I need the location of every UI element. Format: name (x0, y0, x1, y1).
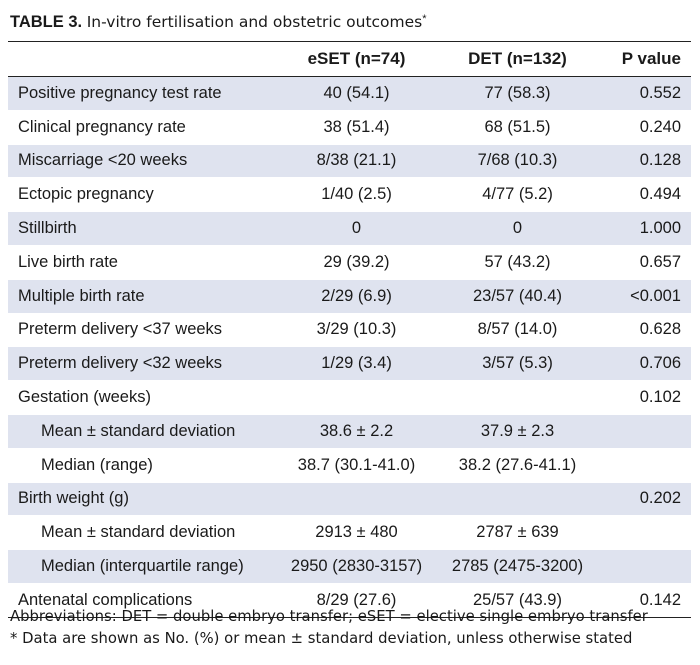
cell-det (434, 380, 601, 415)
table-row: Preterm delivery <32 weeks 1/29 (3.4) 3/57… (8, 346, 691, 382)
cell-det: 38.2 (27.6-41.1) (434, 448, 601, 483)
caption-footnote-marker: * (422, 13, 427, 25)
table-row: Preterm delivery <37 weeks 3/29 (10.3) 8/5… (8, 313, 691, 348)
table-row: Positive pregnancy test rate 40 (54.1) 77 … (8, 76, 691, 111)
table-header-row: eSET (n=74) DET (n=132) P value (8, 41, 691, 77)
row-label: Mean ± standard deviation (8, 515, 279, 551)
cell-eset: 8/29 (27.6) (279, 583, 434, 618)
row-label: Multiple birth rate (8, 279, 279, 314)
cell-p-value (601, 448, 691, 483)
cell-det: 77 (58.3) (434, 76, 601, 111)
table-caption: In-vitro fertilisation and obstetric out… (86, 13, 423, 31)
cell-p-value: 0.628 (601, 313, 691, 348)
cell-det: 0 (434, 211, 601, 246)
cell-eset: 1/40 (2.5) (279, 177, 434, 213)
cell-p-value: 1.000 (601, 211, 691, 246)
footnotes: Abbreviations: DET = double embryo trans… (10, 606, 648, 650)
cell-eset (279, 380, 434, 415)
table-row: Median (interquartile range) 2950 (2830-3… (8, 549, 691, 584)
cell-p-value: 0.494 (601, 177, 691, 213)
cell-p-value (601, 515, 691, 551)
cell-det: 3/57 (5.3) (434, 346, 601, 382)
row-label: Preterm delivery <37 weeks (8, 313, 279, 348)
cell-det: 25/57 (43.9) (434, 583, 601, 618)
table-row: Mean ± standard deviation 38.6 ± 2.2 37.9 … (8, 414, 691, 449)
footnote-abbreviations: Abbreviations: DET = double embryo trans… (10, 608, 648, 625)
cell-p-value: 0.128 (601, 144, 691, 179)
table-row: Multiple birth rate 2/29 (6.9) 23/57 (40.4… (8, 279, 691, 314)
cell-eset (279, 482, 434, 517)
table-row: Antenatal complications 8/29 (27.6) 25/57 … (8, 583, 691, 618)
row-label: Ectopic pregnancy (8, 177, 279, 213)
table-row: Median (range) 38.7 (30.1-41.0) 38.2 (27.6… (8, 448, 691, 483)
table-title: TABLE 3. In-vitro fertilisation and obst… (10, 8, 427, 33)
cell-det: 2787 ± 639 (434, 515, 601, 551)
row-label: Clinical pregnancy rate (8, 110, 279, 145)
cell-p-value (601, 549, 691, 584)
table-row: Mean ± standard deviation 2913 ± 480 2787 … (8, 515, 691, 551)
row-label: Antenatal complications (8, 583, 279, 618)
cell-p-value: 0.657 (601, 245, 691, 280)
table-row: Ectopic pregnancy 1/40 (2.5) 4/77 (5.2) 0.4… (8, 177, 691, 213)
row-label: Live birth rate (8, 245, 279, 280)
cell-eset: 2/29 (6.9) (279, 279, 434, 314)
cell-eset: 2950 (2830-3157) (279, 549, 434, 584)
header-label (8, 41, 279, 77)
row-label: Gestation (weeks) (8, 380, 279, 415)
table-body: Positive pregnancy test rate 40 (54.1) 77 … (8, 76, 691, 618)
cell-p-value: 0.240 (601, 110, 691, 145)
cell-det: 7/68 (10.3) (434, 144, 601, 179)
table-row: Birth weight (g) 0.202 (8, 482, 691, 517)
cell-p-value: 0.202 (601, 482, 691, 517)
footnote-data-format: * Data are shown as No. (%) or mean ± st… (10, 630, 633, 647)
cell-eset: 3/29 (10.3) (279, 313, 434, 348)
cell-eset: 1/29 (3.4) (279, 346, 434, 382)
cell-p-value (601, 414, 691, 449)
row-label: Preterm delivery <32 weeks (8, 346, 279, 382)
row-label: Birth weight (g) (8, 482, 279, 517)
table-row: Stillbirth 0 0 1.000 (8, 211, 691, 246)
row-label: Miscarriage <20 weeks (8, 144, 279, 179)
header-eset: eSET (n=74) (279, 41, 434, 77)
cell-eset: 0 (279, 211, 434, 246)
cell-eset: 29 (39.2) (279, 245, 434, 280)
outcomes-table: eSET (n=74) DET (n=132) P value Positive… (8, 41, 691, 618)
row-label: Stillbirth (8, 211, 279, 246)
cell-det: 23/57 (40.4) (434, 279, 601, 314)
row-label: Median (range) (8, 448, 279, 483)
cell-eset: 38.6 ± 2.2 (279, 414, 434, 449)
cell-det: 57 (43.2) (434, 245, 601, 280)
cell-p-value: 0.552 (601, 76, 691, 111)
cell-eset: 8/38 (21.1) (279, 144, 434, 179)
cell-det: 4/77 (5.2) (434, 177, 601, 213)
table-row: Live birth rate 29 (39.2) 57 (43.2) 0.657 (8, 245, 691, 280)
table-row: Gestation (weeks) 0.102 (8, 380, 691, 415)
table-row: Miscarriage <20 weeks 8/38 (21.1) 7/68 (10… (8, 144, 691, 179)
cell-eset: 2913 ± 480 (279, 515, 434, 551)
cell-det: 2785 (2475-3200) (434, 549, 601, 584)
cell-eset: 40 (54.1) (279, 76, 434, 111)
table-row: Clinical pregnancy rate 38 (51.4) 68 (51.5… (8, 110, 691, 145)
row-label: Positive pregnancy test rate (8, 76, 279, 111)
row-label: Mean ± standard deviation (8, 414, 279, 449)
cell-eset: 38.7 (30.1-41.0) (279, 448, 434, 483)
cell-p-value: 0.102 (601, 380, 691, 415)
cell-det: 68 (51.5) (434, 110, 601, 145)
cell-p-value: 0.142 (601, 583, 691, 618)
table-number: TABLE 3. (10, 13, 83, 31)
cell-det: 8/57 (14.0) (434, 313, 601, 348)
cell-p-value: <0.001 (601, 279, 691, 314)
cell-eset: 38 (51.4) (279, 110, 434, 145)
header-det: DET (n=132) (434, 41, 601, 77)
header-p-value: P value (601, 41, 691, 77)
cell-det (434, 482, 601, 517)
cell-p-value: 0.706 (601, 346, 691, 382)
cell-det: 37.9 ± 2.3 (434, 414, 601, 449)
row-label: Median (interquartile range) (8, 549, 279, 584)
